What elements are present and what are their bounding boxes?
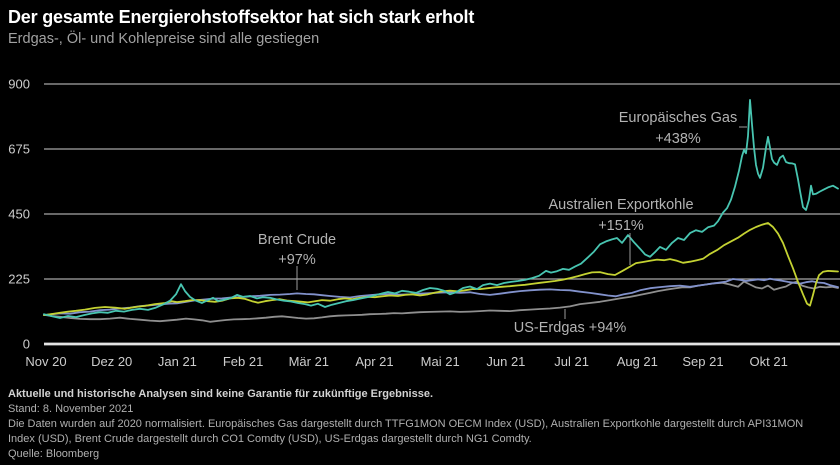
annotation-change-australien-exportkohle: +151% xyxy=(598,218,644,234)
x-tick-label-sep-21: Sep 21 xyxy=(682,354,723,369)
y-tick-label-450: 450 xyxy=(8,207,30,222)
chart-footer: Aktuelle und historische Analysen sind k… xyxy=(8,387,803,462)
footer-note-line2: Index (USD), Brent Crude dargestellt dur… xyxy=(8,433,532,445)
series-line-brent-crude xyxy=(43,277,839,316)
footer-disclaimer: Aktuelle und historische Analysen sind k… xyxy=(8,388,434,400)
chart-header: Der gesamte Energierohstoffsektor hat si… xyxy=(8,6,474,48)
annotation-label-us-erdgas: US-Erdgas +94% xyxy=(514,320,627,336)
annotation-label-brent-crude: Brent Crude xyxy=(258,232,336,248)
footer-source: Quelle: Bloomberg xyxy=(8,448,100,460)
x-tick-label-nov-20: Nov 20 xyxy=(25,354,66,369)
annotation-label-australien-exportkohle: Australien Exportkohle xyxy=(548,197,693,213)
page-title: Der gesamte Energierohstoffsektor hat si… xyxy=(8,7,475,27)
series-line-europäisches-gas xyxy=(43,99,839,319)
x-tick-label-mai-21: Mai 21 xyxy=(421,354,460,369)
annotation-label-europäisches-gas: Europäisches Gas xyxy=(619,110,737,126)
annotation-change-europäisches-gas: +438% xyxy=(655,131,701,147)
y-tick-label-900: 900 xyxy=(8,77,30,92)
x-tick-label-mär-21: Mär 21 xyxy=(289,354,329,369)
x-tick-label-dez-20: Dez 20 xyxy=(91,354,132,369)
y-tick-label-675: 675 xyxy=(8,142,30,157)
annotation-change-brent-crude: +97% xyxy=(278,252,316,268)
footer-note-line1: Die Daten wurden auf 2020 normalisiert. … xyxy=(8,418,804,430)
x-tick-label-feb-21: Feb 21 xyxy=(223,354,263,369)
series-line-us-erdgas xyxy=(43,280,839,323)
x-tick-label-apr-21: Apr 21 xyxy=(355,354,393,369)
footer-as-of-date: Stand: 8. November 2021 xyxy=(8,403,134,415)
x-tick-label-okt-21: Okt 21 xyxy=(750,354,788,369)
x-tick-label-jul-21: Jul 21 xyxy=(554,354,589,369)
x-tick-label-aug-21: Aug 21 xyxy=(617,354,658,369)
x-tick-label-jan-21: Jan 21 xyxy=(158,354,197,369)
page-subtitle: Erdgas-, Öl- und Kohlepreise sind alle g… xyxy=(8,31,320,47)
series-line-australien-exportkohle xyxy=(43,222,839,316)
y-tick-label-225: 225 xyxy=(8,272,30,287)
x-tick-label-jun-21: Jun 21 xyxy=(486,354,525,369)
y-tick-label-0: 0 xyxy=(23,337,30,352)
